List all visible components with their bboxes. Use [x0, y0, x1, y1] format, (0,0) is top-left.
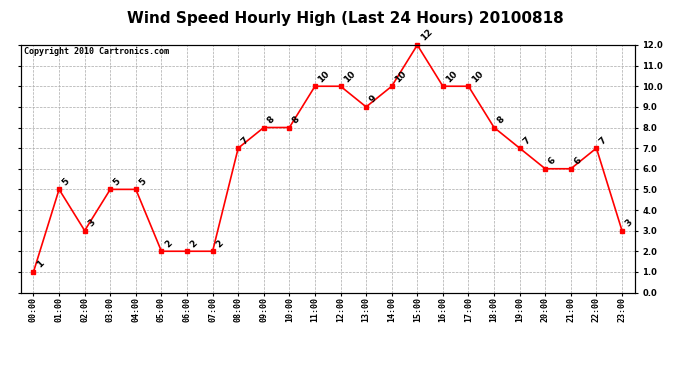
Text: 10: 10 [470, 69, 485, 84]
Text: Copyright 2010 Cartronics.com: Copyright 2010 Cartronics.com [23, 48, 169, 57]
Text: 10: 10 [444, 69, 460, 84]
Text: 5: 5 [112, 176, 122, 187]
Text: 2: 2 [163, 238, 174, 249]
Text: 5: 5 [61, 176, 71, 187]
Text: 8: 8 [290, 114, 302, 125]
Text: 2: 2 [188, 238, 199, 249]
Text: Wind Speed Hourly High (Last 24 Hours) 20100818: Wind Speed Hourly High (Last 24 Hours) 2… [127, 11, 563, 26]
Text: 7: 7 [239, 135, 250, 146]
Text: 9: 9 [368, 94, 378, 105]
Text: 3: 3 [86, 217, 97, 228]
Text: 10: 10 [316, 69, 331, 84]
Text: 10: 10 [393, 69, 408, 84]
Text: 6: 6 [546, 156, 558, 166]
Text: 6: 6 [572, 156, 583, 166]
Text: 2: 2 [214, 238, 225, 249]
Text: 10: 10 [342, 69, 357, 84]
Text: 7: 7 [598, 135, 609, 146]
Text: 3: 3 [623, 217, 634, 228]
Text: 1: 1 [35, 259, 46, 270]
Text: 8: 8 [265, 114, 276, 125]
Text: 7: 7 [521, 135, 532, 146]
Text: 12: 12 [419, 28, 434, 43]
Text: 5: 5 [137, 176, 148, 187]
Text: 8: 8 [495, 114, 506, 125]
